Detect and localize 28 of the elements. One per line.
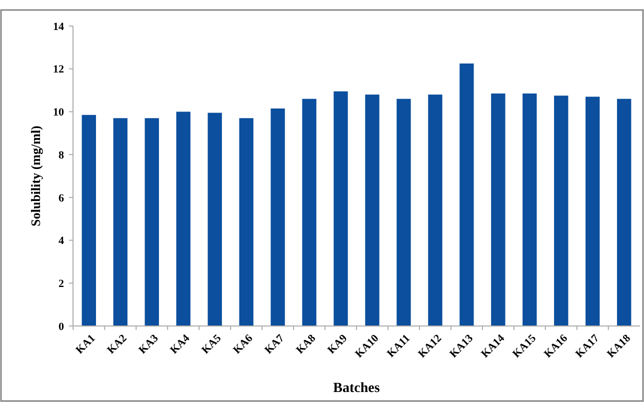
bar [396,98,411,326]
bar [617,98,632,326]
y-tick-label: 2 [58,278,64,290]
bar [491,94,506,326]
bar [82,114,96,326]
y-tick-label: 0 [58,320,64,333]
y-axis-title: Solubility (mg/ml) [28,126,43,226]
bar [113,118,128,326]
y-tick-label: 8 [58,149,64,162]
bar [144,118,159,326]
bar [554,96,568,326]
bar [428,94,442,326]
y-tick-label: 10 [53,106,64,119]
y-tick-label: 6 [58,192,64,204]
bar [460,64,474,326]
bar [239,118,254,326]
bar [302,98,316,326]
y-tick-label: 4 [58,235,64,248]
bar [334,91,348,326]
bar [522,94,537,326]
bar [586,96,600,326]
bar [270,108,285,326]
bar [176,112,190,326]
x-axis-title: Batches [333,381,380,396]
bar [208,112,222,326]
y-tick-label: 12 [53,64,64,76]
bar [365,94,380,326]
y-tick-label: 14 [53,20,64,33]
